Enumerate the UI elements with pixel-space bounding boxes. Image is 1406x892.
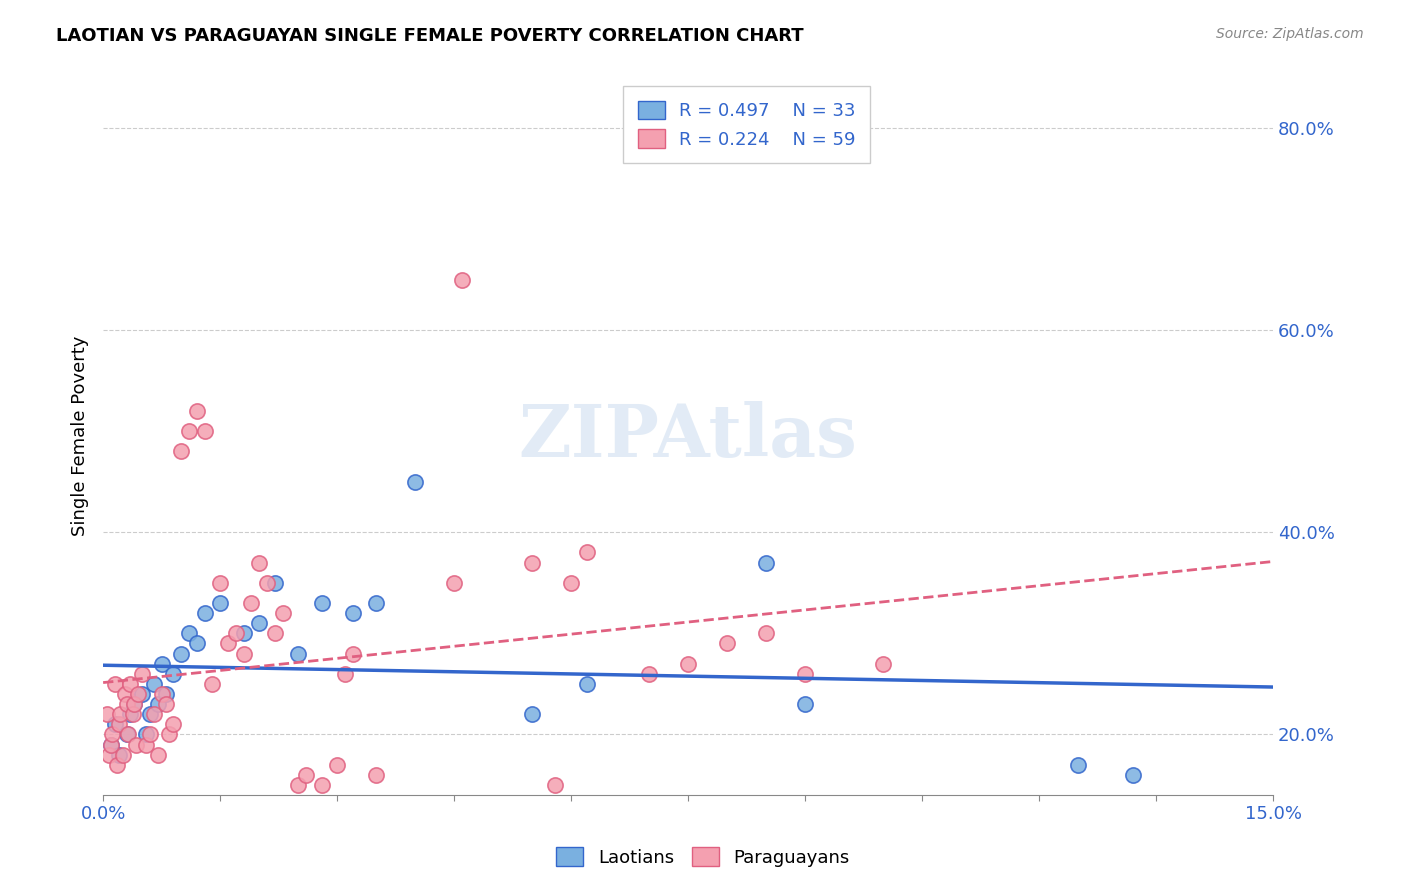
Point	[247, 616, 270, 631]
Point	[193, 424, 215, 438]
Legend: Laotians, Paraguayans: Laotians, Paraguayans	[548, 840, 858, 874]
Point	[186, 404, 208, 418]
Point	[177, 626, 200, 640]
Point	[287, 778, 309, 792]
Point	[311, 778, 333, 792]
Point	[676, 657, 699, 671]
Point	[263, 575, 285, 590]
Text: ZIPAtlas: ZIPAtlas	[519, 401, 858, 472]
Point	[100, 738, 122, 752]
Point	[575, 677, 598, 691]
Point	[110, 707, 132, 722]
Point	[162, 717, 184, 731]
Point	[201, 677, 224, 691]
Point	[716, 636, 738, 650]
Point	[872, 657, 894, 671]
Point	[155, 687, 177, 701]
Point	[287, 647, 309, 661]
Point	[135, 738, 157, 752]
Point	[295, 768, 318, 782]
Point	[443, 575, 465, 590]
Point	[117, 727, 139, 741]
Point	[186, 636, 208, 650]
Text: LAOTIAN VS PARAGUAYAN SINGLE FEMALE POVERTY CORRELATION CHART: LAOTIAN VS PARAGUAYAN SINGLE FEMALE POVE…	[56, 27, 804, 45]
Point	[209, 596, 232, 610]
Point	[155, 697, 177, 711]
Point	[157, 727, 180, 741]
Point	[364, 596, 387, 610]
Point	[263, 626, 285, 640]
Point	[232, 626, 254, 640]
Point	[139, 727, 162, 741]
Point	[107, 747, 129, 762]
Point	[150, 687, 173, 701]
Point	[544, 778, 567, 792]
Point	[120, 707, 142, 722]
Point	[333, 666, 356, 681]
Point	[139, 707, 162, 722]
Point	[240, 596, 263, 610]
Point	[150, 657, 173, 671]
Point	[193, 606, 215, 620]
Point	[142, 707, 165, 722]
Point	[520, 707, 543, 722]
Point	[127, 687, 149, 701]
Point	[107, 717, 129, 731]
Point	[146, 747, 169, 762]
Text: Source: ZipAtlas.com: Source: ZipAtlas.com	[1216, 27, 1364, 41]
Point	[104, 677, 127, 691]
Point	[111, 747, 134, 762]
Point	[575, 545, 598, 559]
Point	[114, 687, 136, 701]
Point	[142, 677, 165, 691]
Point	[101, 727, 124, 741]
Point	[135, 727, 157, 741]
Legend: R = 0.497    N = 33, R = 0.224    N = 59: R = 0.497 N = 33, R = 0.224 N = 59	[623, 87, 870, 163]
Point	[217, 636, 239, 650]
Point	[271, 606, 294, 620]
Point	[256, 575, 278, 590]
Point	[755, 626, 778, 640]
Point	[755, 556, 778, 570]
Y-axis label: Single Female Poverty: Single Female Poverty	[72, 336, 89, 536]
Point	[162, 666, 184, 681]
Point	[560, 575, 582, 590]
Point	[638, 666, 661, 681]
Point	[247, 556, 270, 570]
Point	[105, 757, 128, 772]
Point	[131, 687, 153, 701]
Point	[131, 666, 153, 681]
Point	[177, 424, 200, 438]
Point	[209, 575, 232, 590]
Point	[364, 768, 387, 782]
Point	[104, 717, 127, 731]
Point	[115, 727, 138, 741]
Point	[98, 747, 121, 762]
Point	[1122, 768, 1144, 782]
Point	[794, 697, 817, 711]
Point	[121, 707, 143, 722]
Point	[170, 444, 193, 458]
Point	[120, 677, 142, 691]
Point	[125, 738, 148, 752]
Point	[326, 757, 349, 772]
Point	[342, 647, 364, 661]
Point	[404, 475, 426, 489]
Point	[146, 697, 169, 711]
Point	[115, 697, 138, 711]
Point	[342, 606, 364, 620]
Point	[520, 556, 543, 570]
Point	[96, 707, 118, 722]
Point	[225, 626, 247, 640]
Point	[124, 697, 146, 711]
Point	[100, 738, 122, 752]
Point	[1067, 757, 1090, 772]
Point	[232, 647, 254, 661]
Point	[794, 666, 817, 681]
Point	[311, 596, 333, 610]
Point	[124, 697, 146, 711]
Point	[170, 647, 193, 661]
Point	[451, 272, 474, 286]
